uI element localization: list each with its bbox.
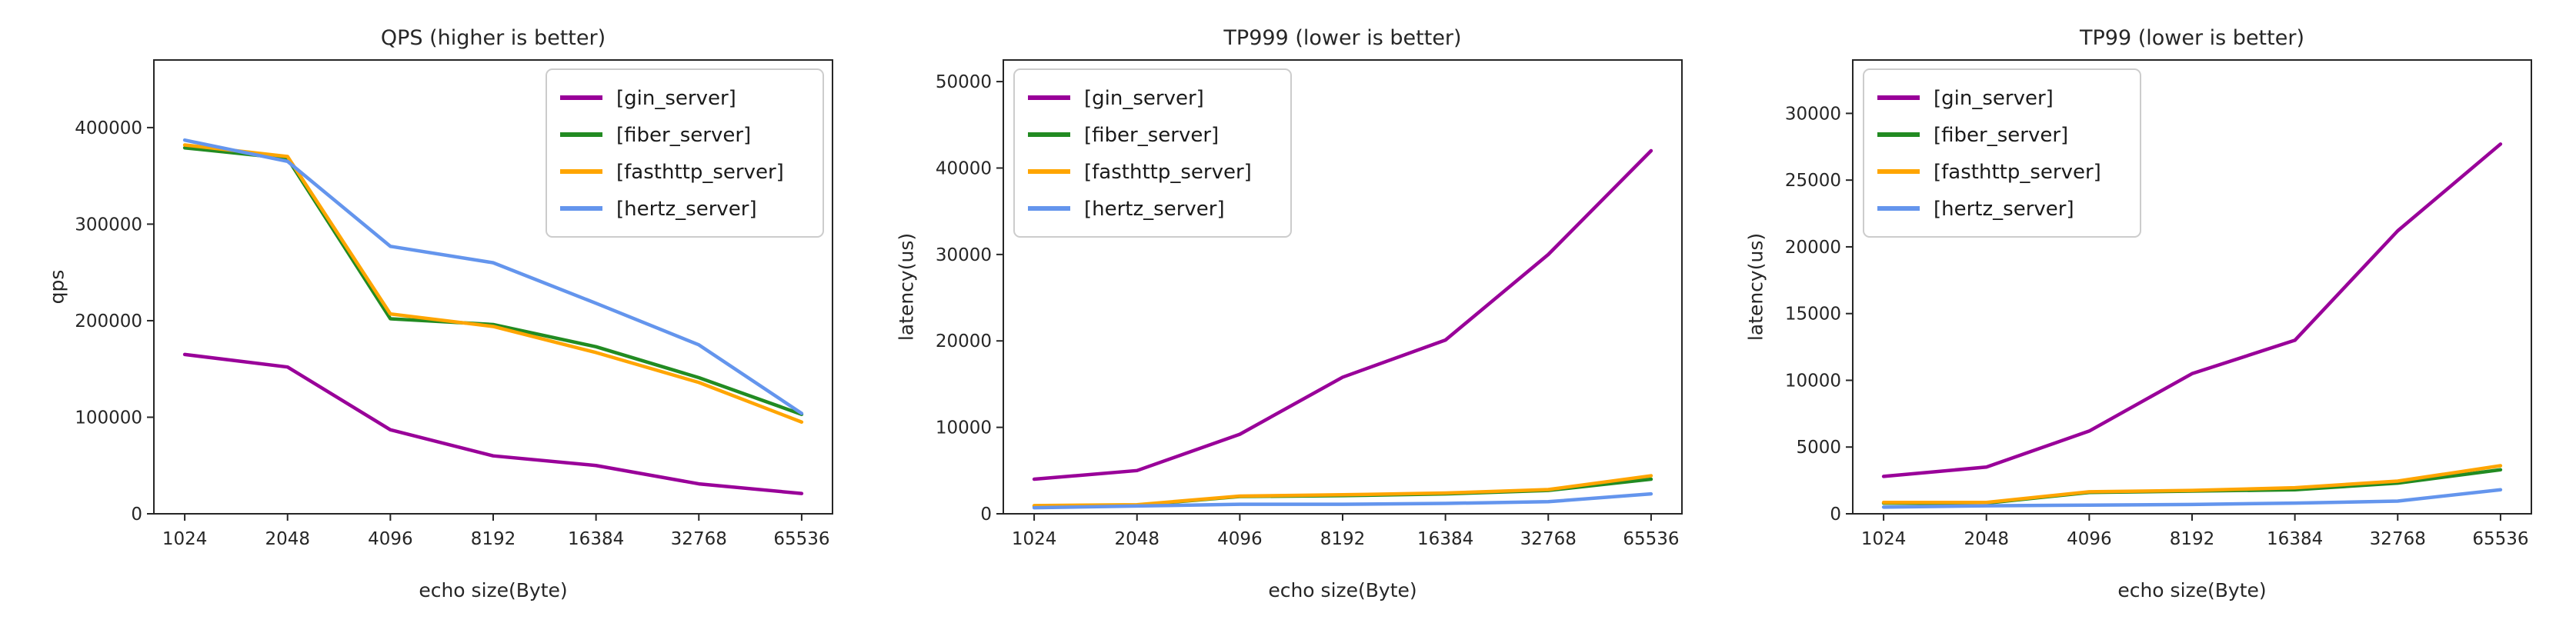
y-tick-label: 30000 xyxy=(1785,104,1841,124)
x-tick-label: 8192 xyxy=(2170,529,2215,549)
x-tick-label: 1024 xyxy=(1012,529,1057,549)
legend-item: [fiber_server] xyxy=(1028,124,1219,147)
legend-label: [fiber_server] xyxy=(616,124,751,147)
series-line-gin_server xyxy=(1032,148,1653,481)
legend-label: [gin_server] xyxy=(1084,87,1204,110)
x-tick-label: 2048 xyxy=(1114,529,1160,549)
series-line-hertz_server xyxy=(1881,488,2503,509)
legend-label: [fiber_server] xyxy=(1934,124,2068,147)
x-axis-label: echo size(Byte) xyxy=(1268,579,1417,601)
legend-box xyxy=(546,68,824,238)
chart-panel-tp99: 0 5000 10000 15000 20000 25000 30000 1024 2048 40… xyxy=(1730,15,2545,608)
chart-panel-qps: 0 100000 200000 300000 400000 1024 2048 4096 819… xyxy=(31,15,846,608)
x-tick-label: 32768 xyxy=(1520,529,1577,549)
y-tick-label: 100000 xyxy=(75,408,142,428)
legend-label: [hertz_server] xyxy=(616,198,757,221)
y-tick-label: 10000 xyxy=(936,418,992,438)
x-tick-label: 32768 xyxy=(2370,529,2426,549)
legend-item: [fasthttp_server] xyxy=(1028,161,1252,184)
legend-label: [fasthttp_server] xyxy=(1084,161,1252,184)
legend-label: [fasthttp_server] xyxy=(1934,161,2101,184)
legend-label: [fasthttp_server] xyxy=(616,161,784,184)
x-tick-label: 65536 xyxy=(1623,529,1679,549)
y-tick-label: 15000 xyxy=(1785,305,1841,325)
legend-label: [gin_server] xyxy=(1934,87,2054,110)
chart-title: TP999 (lower is better) xyxy=(1223,26,1462,50)
series-line-gin_server xyxy=(1881,142,2503,478)
x-tick-label: 8192 xyxy=(471,529,516,549)
y-tick-label: 25000 xyxy=(1785,171,1841,191)
y-tick-label: 0 xyxy=(1830,505,1841,525)
y-tick-label: 30000 xyxy=(936,245,992,265)
legend-item: [gin_server] xyxy=(560,87,736,110)
y-tick-label: 20000 xyxy=(1785,238,1841,258)
y-tick-label: 200000 xyxy=(75,312,142,331)
chart-title: TP99 (lower is better) xyxy=(2080,26,2304,50)
y-tick-label: 10000 xyxy=(1785,371,1841,391)
x-tick-label: 16384 xyxy=(2267,529,2323,549)
x-tick-label: 32768 xyxy=(671,529,727,549)
legend-label: [fiber_server] xyxy=(1084,124,1219,147)
y-tick-label: 0 xyxy=(131,505,142,525)
x-tick-label: 65536 xyxy=(2472,529,2528,549)
x-tick-label: 16384 xyxy=(1417,529,1473,549)
x-tick-label: 16384 xyxy=(568,529,624,549)
x-tick-label: 4096 xyxy=(1217,529,1263,549)
y-tick-label: 0 xyxy=(980,505,992,525)
series-line-hertz_server xyxy=(182,138,804,415)
x-axis-label: echo size(Byte) xyxy=(419,579,568,601)
y-tick-label: 50000 xyxy=(936,72,992,92)
legend-item: [gin_server] xyxy=(1877,87,2054,110)
x-tick-label: 2048 xyxy=(1964,529,2009,549)
qps-chart: 0 100000 200000 300000 400000 1024 2048 4096 819… xyxy=(75,59,833,549)
axes-frame xyxy=(1852,59,2532,515)
x-tick-label: 1024 xyxy=(1861,529,1907,549)
legend-item: [fasthttp_server] xyxy=(1877,161,2101,184)
legend-item: [fasthttp_server] xyxy=(560,161,784,184)
axes-frame xyxy=(153,59,833,515)
y-tick-label: 40000 xyxy=(936,158,992,178)
legend-item: [fiber_server] xyxy=(1877,124,2068,147)
legend-label: [hertz_server] xyxy=(1934,198,2074,221)
x-tick-label: 2048 xyxy=(265,529,310,549)
x-tick-label: 1024 xyxy=(162,529,208,549)
series-line-fasthttp_server xyxy=(182,143,804,424)
x-tick-label: 4096 xyxy=(2067,529,2112,549)
tp999-chart: 0 10000 20000 30000 40000 50000 1024 2048 4096 81… xyxy=(936,59,1683,549)
legend-item: [hertz_server] xyxy=(560,198,757,221)
legend-box xyxy=(1013,68,1292,238)
x-tick-label: 8192 xyxy=(1320,529,1366,549)
legend-item: [fiber_server] xyxy=(560,124,751,147)
legend-label: [gin_server] xyxy=(616,87,736,110)
x-axis-label: echo size(Byte) xyxy=(2117,579,2267,601)
y-tick-label: 20000 xyxy=(936,331,992,351)
y-tick-label: 400000 xyxy=(75,118,142,138)
axes-frame xyxy=(1003,59,1683,515)
legend-label: [hertz_server] xyxy=(1084,198,1225,221)
legend: [gin_server] [fiber_server] [fasthttp_serv… xyxy=(546,68,824,238)
series-line-gin_server xyxy=(182,352,804,495)
series-line-hertz_server xyxy=(1032,491,1653,510)
x-tick-label: 65536 xyxy=(773,529,829,549)
chart-title: QPS (higher is better) xyxy=(380,26,606,50)
chart-panel-tp999: 0 10000 20000 30000 40000 50000 1024 2048 4096 81… xyxy=(880,15,1696,608)
legend-item: [gin_server] xyxy=(1028,87,1204,110)
legend: [gin_server] [fiber_server] [fasthttp_serv… xyxy=(1863,68,2141,238)
series-line-fiber_server xyxy=(1881,468,2503,505)
y-tick-label: 300000 xyxy=(75,215,142,235)
legend: [gin_server] [fiber_server] [fasthttp_serv… xyxy=(1013,68,1292,238)
legend-box xyxy=(1863,68,2141,238)
legend-item: [hertz_server] xyxy=(1877,198,2074,221)
tp99-chart: 0 5000 10000 15000 20000 25000 30000 1024 2048 40… xyxy=(1785,59,2532,549)
series-line-fasthttp_server xyxy=(1881,464,2503,505)
x-tick-label: 4096 xyxy=(368,529,413,549)
legend-item: [hertz_server] xyxy=(1028,198,1225,221)
y-tick-label: 5000 xyxy=(1796,438,1841,458)
